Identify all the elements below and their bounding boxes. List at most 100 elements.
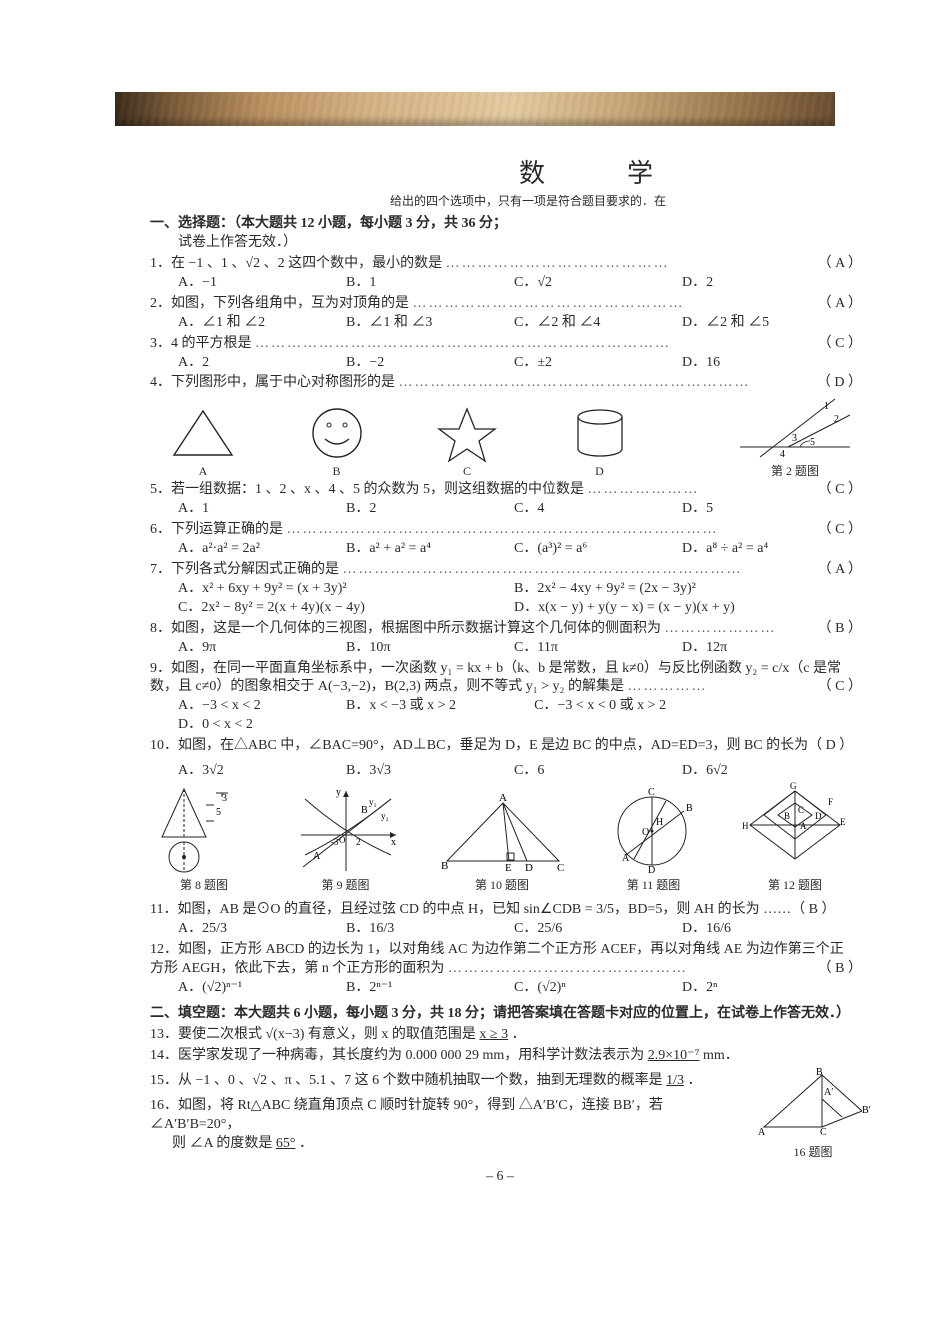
svg-text:2: 2 xyxy=(356,837,361,847)
q3-ans: （ C ） xyxy=(818,335,862,354)
svg-text:y: y xyxy=(336,787,341,798)
svg-text:A: A xyxy=(313,851,321,862)
q6-C: C．(a³)² = a⁶ xyxy=(514,540,682,559)
q11-C: C．25/6 xyxy=(514,920,682,939)
dots: ………………………………………………………… xyxy=(399,375,751,390)
svg-text:x: x xyxy=(391,837,396,848)
q9-C: C．−3 < x < 0 或 x > 2 xyxy=(534,697,736,716)
dots: ……………………………………………………………………… xyxy=(287,522,719,537)
q10: 10．如图，在△ABC 中，∠BAC=90°，AD⊥BC，垂足为 D，E 是边 … xyxy=(150,737,850,756)
q8-D: D．12π xyxy=(682,639,850,658)
q7-ans: （ A ） xyxy=(818,561,862,580)
figs-row-8to12: 5 3 第 8 题图 x y B xyxy=(154,785,850,893)
q1-opts: A．−1 B．1 C．√2 D．2 xyxy=(178,274,850,293)
q4-B-lab: B xyxy=(332,463,340,479)
q12-B: B．2ⁿ⁻¹ xyxy=(346,979,514,998)
q16-text: 16．如图，将 Rt△ABC 绕直角顶点 C 顺时针旋转 90°，得到 △A′B… xyxy=(150,1098,663,1132)
binding-strip xyxy=(115,92,835,126)
svg-text:C: C xyxy=(648,787,655,798)
q11-B: B．16/3 xyxy=(346,920,514,939)
q4-A-lab: A xyxy=(199,463,208,479)
q2-D: D．∠2 和 ∠5 xyxy=(682,314,850,333)
exam-page: 数 学 给出的四个选项中，只有一项是符合题目要求的．在 一、选择题：（本大题共 … xyxy=(0,0,945,1337)
q7-D: D．x(x − y) + y(y − x) = (x − y)(x + y) xyxy=(514,599,850,618)
svg-text:D: D xyxy=(648,865,655,876)
q5: 5．若一组数据：1 、2 、x 、4 、5 的众数为 5，则这组数据的中位数是 … xyxy=(150,481,850,500)
q9-B: B．x < −3 或 x > 2 xyxy=(346,697,534,716)
q16-tail: ． xyxy=(299,1136,313,1151)
q8-B: B．10π xyxy=(346,639,514,658)
svg-text:-3: -3 xyxy=(331,837,339,847)
fig12-cap: 第 12 题图 xyxy=(768,877,822,893)
q12: 12．如图，正方形 ABCD 的边长为 1，以对角线 AC 为边作第二个正方形 … xyxy=(150,941,850,979)
q4-ans: （ D ） xyxy=(817,374,862,393)
dots: ……………………………………… xyxy=(448,961,688,976)
dots: ………………… xyxy=(588,482,700,497)
q9: 9．如图，在同一平面直角坐标系中，一次函数 y₁ = kx + b（k、b 是常… xyxy=(150,660,850,698)
dots: ………………… xyxy=(665,621,777,636)
svg-text:y₁: y₁ xyxy=(369,797,377,807)
q7-A: A．x² + 6xy + 9y² = (x + 3y)² xyxy=(178,580,514,599)
q11-stem: 11．如图，AB 是⊙O 的直径，且经过弦 CD 的中点 H，已知 sin∠CD… xyxy=(150,902,835,917)
q8-opts: A．9π B．10π C．11π D．12π xyxy=(178,639,850,658)
q4-stem: 4．下列图形中，属于中心对称图形的是 xyxy=(150,375,395,390)
q8-stem: 8．如图，这是一个几何体的三视图，根据图中所示数据计算这个几何体的侧面积为 xyxy=(150,621,661,636)
q3-opts: A．2 B．−2 C．±2 D．16 xyxy=(178,354,850,373)
q1-B: B．1 xyxy=(346,274,514,293)
fig8: 5 3 第 8 题图 xyxy=(154,785,254,893)
q1: 1．在 −1 、1 、√2 、2 这四个数中，最小的数是 ……………………………… xyxy=(150,255,850,274)
dots: ………………………………………………………………… xyxy=(343,562,743,577)
q6-B: B．a² + a² = a⁴ xyxy=(346,540,514,559)
q13: 13．要使二次根式 √(x−3) 有意义，则 x 的取值范围是 x ≥ 3 ． xyxy=(150,1026,850,1045)
q10-A: A．3√2 xyxy=(178,762,346,781)
q13-ans: x ≥ 3 xyxy=(479,1027,508,1042)
svg-text:O: O xyxy=(642,827,649,838)
q1-ans: （ A ） xyxy=(818,255,862,274)
svg-text:A: A xyxy=(499,792,507,804)
q5-D: D．5 xyxy=(682,500,850,519)
q16-text2: 则 ∠A 的度数是 xyxy=(172,1136,272,1151)
q16: 16．如图，将 Rt△ABC 绕直角顶点 C 顺时针旋转 90°，得到 △A′B… xyxy=(150,1097,850,1154)
svg-text:5: 5 xyxy=(216,807,221,818)
svg-text:1: 1 xyxy=(824,401,829,412)
q4-fig-B: B xyxy=(307,405,367,479)
q3: 3．4 的平方根是 …………………………………………………………………… （ C… xyxy=(150,335,850,354)
svg-text:B: B xyxy=(361,805,368,816)
q4-C-lab: C xyxy=(463,463,471,479)
q2-stem: 2．如图，下列各组角中，互为对顶角的是 xyxy=(150,296,409,311)
q15-text: 15．从 −1 、0 、√2 、π 、5.1 、7 这 6 个数中随机抽取一个数… xyxy=(150,1073,663,1088)
svg-text:B: B xyxy=(784,811,790,821)
q6-ans: （ C ） xyxy=(818,521,862,540)
fig9: xy B A -3 2 O y₁ y₂ 第 9 题图 xyxy=(291,785,401,893)
q11-opts: A．25/3 B．16/3 C．25/6 D．16/6 xyxy=(178,920,850,939)
q1-D: D．2 xyxy=(682,274,850,293)
q4-fig-A: A xyxy=(168,405,238,479)
q12-opts: A．(√2)ⁿ⁻¹ B．2ⁿ⁻¹ C．(√2)ⁿ D．2ⁿ xyxy=(178,979,850,998)
q9-A: A．−3 < x < 2 xyxy=(178,697,346,716)
svg-text:B: B xyxy=(686,803,693,814)
q2-fig: 1 2 3 4 5 第 2 题图 xyxy=(740,397,850,479)
q14-text: 14．医学家发现了一种病毒，其长度约为 0.000 000 29 mm，用科学计… xyxy=(150,1048,644,1063)
q12-C: C．(√2)ⁿ xyxy=(514,979,682,998)
svg-text:F: F xyxy=(828,797,833,807)
q16-ans: 65° xyxy=(276,1136,296,1151)
q10-D: D．6√2 xyxy=(682,762,850,781)
svg-text:E: E xyxy=(840,817,846,827)
svg-text:y₂: y₂ xyxy=(381,811,389,821)
q5-ans: （ C ） xyxy=(818,481,862,500)
q8-ans: （ B ） xyxy=(818,620,862,639)
smiley-icon xyxy=(307,405,367,461)
page-content: 数 学 给出的四个选项中，只有一项是符合题目要求的．在 一、选择题：（本大题共 … xyxy=(150,150,850,1187)
q6: 6．下列运算正确的是 ……………………………………………………………………… （… xyxy=(150,521,850,540)
dots: …………………………………………… xyxy=(413,296,685,311)
q7-opts: A．x² + 6xy + 9y² = (x + 3y)² B．2x² − 4xy… xyxy=(178,580,850,618)
dots: …………… xyxy=(627,679,707,694)
svg-text:C: C xyxy=(798,805,804,815)
q8-C: C．11π xyxy=(514,639,682,658)
svg-text:C: C xyxy=(557,862,564,874)
svg-text:A′: A′ xyxy=(824,1087,833,1098)
cylinder-icon xyxy=(568,405,632,461)
svg-text:B: B xyxy=(816,1067,823,1078)
q5-B: B．2 xyxy=(346,500,514,519)
fig12: G E H F D A B C 第 12 题图 xyxy=(740,785,850,893)
